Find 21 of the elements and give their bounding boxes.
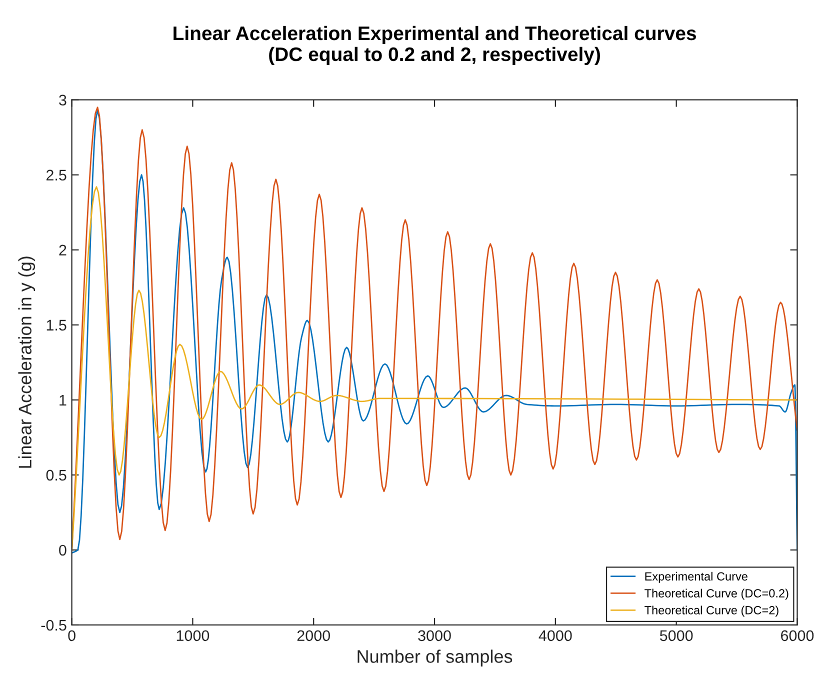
y-tick-label: -0.5 (41, 620, 66, 631)
y-tick-label: 0.5 (46, 470, 66, 481)
y-tick-label: 2 (59, 244, 66, 256)
legend-label: Theoretical Curve (DC=2) (644, 606, 778, 617)
y-tick-label: 1.5 (46, 320, 66, 331)
chart-title: Linear Acceleration Experimental and Theoretical curves (DC equal to 0.2 and 2, respectively) (174, 26, 696, 65)
x-tick-label: 3000 (418, 630, 451, 642)
legend-label: Experimental Curve (645, 572, 748, 583)
y-tick-label: 1 (60, 394, 66, 406)
y-tick-label: 0 (59, 544, 66, 556)
x-tick-label: 2000 (297, 630, 330, 642)
x-tick-label: 5000 (660, 630, 693, 642)
x-tick-label: 0 (68, 630, 76, 642)
x-tick-label: 4000 (538, 630, 572, 642)
x-axis-title: Number of samples (358, 650, 512, 666)
y-axis-title: Linear Acceleration in y (g) (18, 256, 36, 468)
x-tick-label: 1000 (176, 630, 210, 642)
legend-label: Theoretical Curve (DC=0.2) (644, 588, 788, 600)
y-tick-label: 3 (59, 94, 66, 106)
x-tick-label: 6000 (781, 630, 814, 642)
y-tick-label: 2.5 (46, 170, 66, 181)
